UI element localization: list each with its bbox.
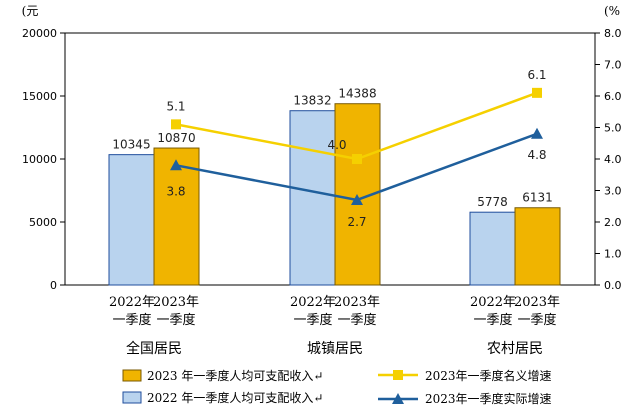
point-marker-square xyxy=(171,119,181,130)
bar-2022 xyxy=(289,110,336,286)
line-value-label: 3.8 xyxy=(166,184,185,198)
legend-label: 2023年一季度实际增速 xyxy=(425,391,552,406)
point-marker-triangle xyxy=(170,159,182,171)
line-value-label: 5.1 xyxy=(166,99,185,113)
right-tick-label: 4.0 xyxy=(604,153,622,166)
left-tick-label: 5000 xyxy=(29,216,57,229)
right-tick-label: 2.0 xyxy=(604,216,622,229)
legend-swatch-2022-bar xyxy=(122,391,142,404)
legend-marker-square xyxy=(393,370,403,380)
category-label: 一季度 xyxy=(293,312,332,328)
point-marker-triangle xyxy=(351,193,363,205)
left-tick-label: 20000 xyxy=(22,27,57,40)
bar-value-label: 6131 xyxy=(522,191,553,205)
bar-value-label: 13832 xyxy=(293,94,331,108)
line-value-label: 6.1 xyxy=(527,68,546,82)
bar-value-label: 10870 xyxy=(157,131,195,145)
point-marker-square xyxy=(532,87,542,98)
right-tick-label: 1.0 xyxy=(604,248,622,261)
left-tick-label: 15000 xyxy=(22,90,57,103)
point-marker-square xyxy=(352,154,362,164)
category-label: 一季度 xyxy=(156,312,195,328)
category-label: 一季度 xyxy=(473,312,512,328)
category-label: 一季度 xyxy=(517,312,556,328)
legend-marker-triangle xyxy=(392,393,404,404)
category-label: 2022年 xyxy=(470,295,516,310)
right-tick-label: 7.0 xyxy=(604,59,622,72)
bar-value-label: 14388 xyxy=(338,87,376,101)
bar-2023 xyxy=(514,207,561,286)
bar-2022 xyxy=(108,154,155,286)
right-tick-label: 5.0 xyxy=(604,122,622,135)
group-label: 农村居民 xyxy=(487,341,543,357)
bar-2023 xyxy=(153,147,200,286)
legend-label: 2023年一季度名义增速 xyxy=(425,368,552,383)
left-tick-label: 10000 xyxy=(22,153,57,166)
legend-label: 2023 年一季度人均可支配收入↵ xyxy=(147,368,323,383)
category-label: 2023年 xyxy=(334,295,380,310)
category-label: 2023年 xyxy=(153,295,199,310)
left-axis-unit: (元 xyxy=(22,4,39,18)
bar-2023 xyxy=(334,103,381,286)
bar-value-label: 5778 xyxy=(477,195,508,209)
category-label: 2022年 xyxy=(290,295,336,310)
category-label: 2023年 xyxy=(514,295,560,310)
group-label: 城镇居民 xyxy=(307,341,363,357)
right-tick-label: 6.0 xyxy=(604,90,622,103)
legend-swatch-2023-bar xyxy=(122,369,142,382)
right-axis-unit: (% xyxy=(604,4,620,18)
category-label: 一季度 xyxy=(112,312,151,328)
line-value-label: 2.7 xyxy=(347,215,366,229)
point-marker-triangle xyxy=(531,127,543,139)
right-tick-label: 0.0 xyxy=(604,279,622,292)
right-tick-label: 3.0 xyxy=(604,185,622,198)
right-tick-label: 8.0 xyxy=(604,27,622,40)
category-label: 一季度 xyxy=(337,312,376,328)
bar-2022 xyxy=(469,211,516,286)
legend-label: 2022 年一季度人均可支配收入↵ xyxy=(147,390,323,405)
line-value-label: 4.8 xyxy=(527,148,546,162)
bar-value-label: 10345 xyxy=(112,138,150,152)
group-label: 全国居民 xyxy=(126,340,182,357)
category-label: 2022年 xyxy=(109,295,155,310)
left-tick-label: 0 xyxy=(50,279,57,292)
line-value-label: 4.0 xyxy=(327,138,346,152)
